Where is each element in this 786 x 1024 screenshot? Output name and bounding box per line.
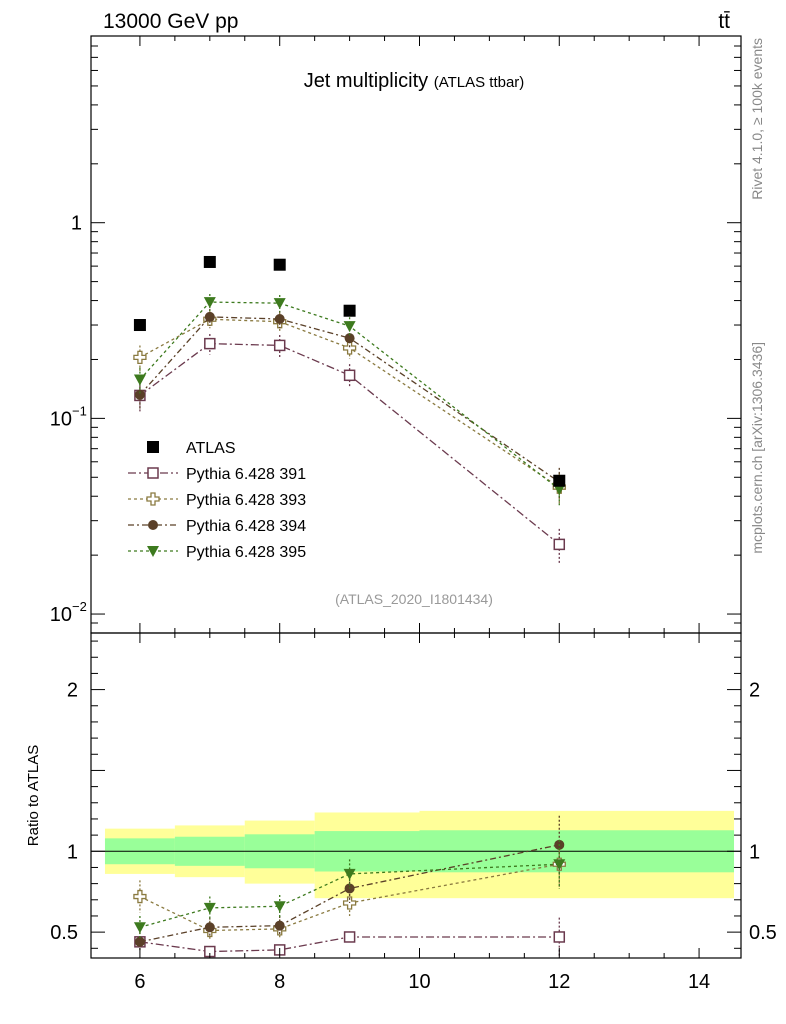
energy-label: 13000 GeV pp [103, 10, 238, 33]
ratio-y-tick-label-left-0: 2 [67, 680, 78, 702]
legend-marker [147, 546, 159, 557]
svg-text:1: 1 [71, 213, 82, 235]
ratio-point [204, 922, 215, 933]
ratio-point [203, 902, 216, 914]
legend-marker [148, 520, 158, 530]
svg-text:−1: −1 [72, 403, 87, 418]
main-y-axis-ticks [91, 35, 741, 634]
data-point [553, 484, 566, 496]
x-tick-label-6: 6 [134, 971, 145, 993]
atlas-data-point [273, 258, 286, 271]
legend-entry-2: Pythia 6.428 393 [128, 492, 306, 509]
main-y-tick-label-2: 10 −2 [50, 599, 87, 626]
atlas-data-point [343, 304, 356, 317]
data-point [343, 321, 356, 333]
legend-entry-3: Pythia 6.428 394 [128, 518, 306, 535]
ratio-y-axis-label: Ratio to ATLAS [25, 745, 42, 846]
ratio-point [553, 859, 566, 871]
ratio-frame [90, 632, 742, 959]
legend-entry-atlas: ATLAS [147, 440, 236, 457]
main-y-tick-label-0: 1 [71, 213, 82, 235]
legend-label: Pythia 6.428 391 [186, 466, 306, 483]
legend-label: Pythia 6.428 394 [186, 518, 306, 535]
ratio-point [133, 889, 147, 904]
legend-marker [147, 441, 159, 453]
atlas-data-point [553, 474, 566, 487]
ratio-point [134, 936, 145, 947]
main-y-tick-label-1: 10 −1 [50, 403, 87, 430]
data-point [273, 298, 286, 310]
ratio-series-4 [133, 839, 566, 939]
legend-entry-4: Pythia 6.428 395 [128, 544, 306, 561]
atlas-data-point [203, 255, 216, 268]
data-point [133, 374, 146, 386]
legend-label: Pythia 6.428 395 [186, 544, 306, 561]
legend-label: Pythia 6.428 393 [186, 492, 306, 509]
atlas-data-point [133, 319, 146, 332]
atlas-data-series [133, 255, 566, 487]
svg-text:10: 10 [50, 408, 72, 430]
series-3 [134, 308, 565, 499]
rivet-label: Rivet 4.1.0, ≥ 100k events [749, 38, 765, 200]
ratio-point [343, 868, 356, 880]
ratio-y-axis-ticks [91, 640, 741, 949]
legend-label: ATLAS [186, 440, 236, 457]
svg-text:−2: −2 [72, 599, 87, 614]
ratio-panel: 6 8 10 12 14 2 2 1 1 0.5 0.5 Ratio to ATLAS [25, 36, 777, 993]
legend-marker [146, 492, 160, 506]
ratio-point [273, 901, 286, 913]
legend-entry-1: Pythia 6.428 391 [128, 466, 306, 483]
data-point [344, 333, 355, 344]
x-tick-label-10: 10 [408, 971, 430, 993]
ratio-y-tick-label-right-2: 0.5 [749, 922, 777, 944]
analysis-label: (ATLAS_2020_I1801434) [335, 591, 493, 607]
main-plot-area [133, 255, 566, 564]
x-tick-label-8: 8 [274, 971, 285, 993]
ratio-point [274, 920, 285, 931]
series-line-3 [139, 316, 560, 483]
ratio-series-line-4 [139, 863, 560, 928]
data-point [343, 369, 356, 382]
process-label: tt̄ [718, 10, 730, 33]
ratio-point [343, 931, 356, 943]
ratio-plot-area [91, 810, 741, 958]
ratio-y-tick-label-right-0: 2 [749, 680, 760, 702]
ratio-series-1 [134, 917, 566, 958]
data-point [204, 337, 216, 350]
chart-title: Jet multiplicity (ATLAS ttbar) [304, 70, 525, 92]
ratio-y-tick-label-left-2: 0.5 [50, 922, 78, 944]
x-tick-label-14: 14 [688, 971, 710, 993]
data-point [204, 311, 215, 322]
legend: ATLAS Pythia 6.428 391 Pythia 6.428 393 Pyt… [128, 440, 306, 561]
svg-text:10: 10 [50, 604, 72, 626]
data-point [274, 314, 285, 325]
data-point [203, 297, 216, 309]
ratio-point [342, 896, 357, 910]
ratio-point [133, 922, 146, 934]
ratio-y-tick-label-right-1: 1 [749, 841, 760, 863]
ratio-y-tick-label-left-1: 1 [67, 841, 78, 863]
data-point [342, 341, 357, 355]
legend-marker [147, 467, 159, 479]
data-point [133, 350, 147, 365]
series-line-2 [139, 318, 560, 488]
data-point [273, 339, 286, 352]
ratio-point [553, 931, 566, 943]
x-axis-ticks [139, 36, 700, 958]
mcplots-label: mcplots.cern.ch [arXiv:1306.3436] [749, 342, 765, 554]
data-point [134, 389, 145, 400]
x-tick-label-12: 12 [548, 971, 570, 993]
data-point [553, 538, 566, 551]
